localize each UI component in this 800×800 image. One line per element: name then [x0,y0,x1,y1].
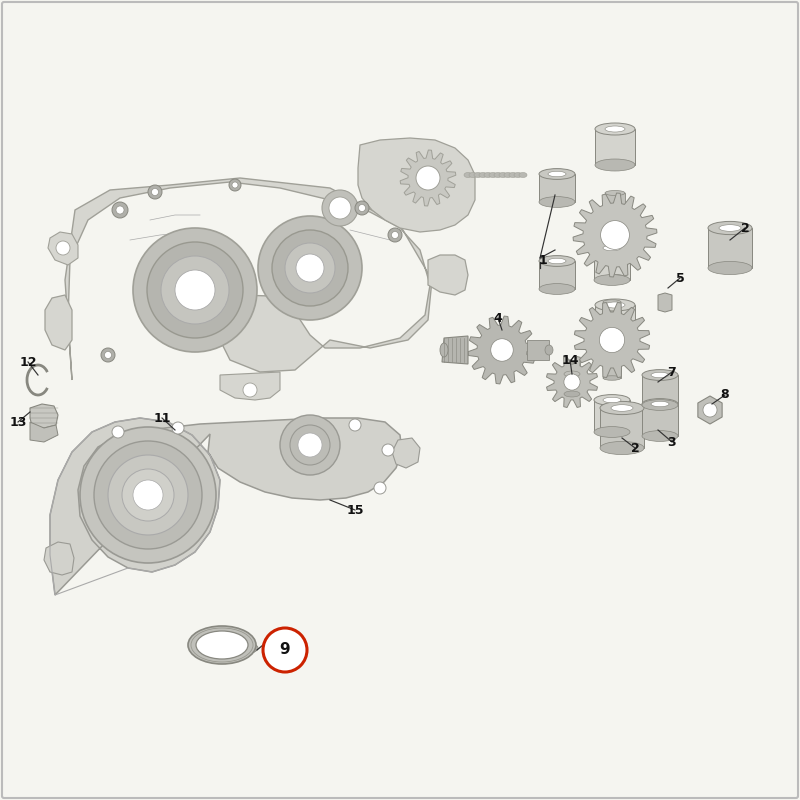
Ellipse shape [708,262,752,274]
Circle shape [599,327,625,353]
Text: 13: 13 [10,415,26,429]
Ellipse shape [196,631,248,659]
FancyBboxPatch shape [605,193,625,221]
Polygon shape [546,357,598,407]
Ellipse shape [595,299,635,311]
Ellipse shape [605,274,625,279]
Polygon shape [392,438,420,468]
Ellipse shape [603,246,621,250]
Ellipse shape [440,343,448,357]
Text: 14: 14 [562,354,578,366]
Ellipse shape [651,372,669,378]
Polygon shape [658,293,672,312]
Ellipse shape [605,302,625,308]
Text: 3: 3 [668,435,676,449]
Polygon shape [45,295,72,350]
Ellipse shape [642,400,678,410]
Ellipse shape [642,430,678,442]
Ellipse shape [595,335,635,347]
Text: 8: 8 [721,389,730,402]
Circle shape [298,433,322,457]
Circle shape [601,221,630,250]
Ellipse shape [603,376,621,380]
Circle shape [703,403,717,417]
Ellipse shape [708,222,752,234]
Circle shape [290,425,330,465]
FancyBboxPatch shape [527,340,549,360]
Polygon shape [400,150,456,206]
Circle shape [258,216,362,320]
Ellipse shape [539,197,575,207]
FancyBboxPatch shape [539,174,575,202]
Circle shape [280,415,340,475]
Ellipse shape [474,173,482,178]
Circle shape [329,197,351,219]
Ellipse shape [545,345,553,355]
Polygon shape [50,418,402,595]
Text: 5: 5 [676,271,684,285]
FancyBboxPatch shape [595,129,635,165]
Circle shape [322,190,358,226]
Ellipse shape [519,173,527,178]
Polygon shape [358,138,475,232]
Ellipse shape [489,173,497,178]
Circle shape [263,628,307,672]
Polygon shape [428,255,468,295]
Circle shape [416,166,440,190]
Polygon shape [442,336,468,364]
Circle shape [355,201,369,215]
Polygon shape [30,422,58,442]
Circle shape [285,243,335,293]
Ellipse shape [651,402,669,406]
FancyBboxPatch shape [600,408,644,448]
Ellipse shape [595,159,635,171]
Ellipse shape [642,370,678,381]
Circle shape [80,427,216,563]
Polygon shape [574,302,650,378]
Circle shape [148,185,162,199]
Circle shape [391,231,398,238]
FancyBboxPatch shape [594,248,630,280]
Circle shape [112,426,124,438]
Ellipse shape [499,173,507,178]
Ellipse shape [539,169,575,179]
Ellipse shape [600,442,644,454]
Circle shape [232,182,238,188]
Text: 4: 4 [494,311,502,325]
Polygon shape [65,178,432,380]
Circle shape [122,469,174,521]
Polygon shape [698,396,722,424]
Circle shape [56,241,70,255]
Ellipse shape [594,274,630,286]
Circle shape [243,383,257,397]
Circle shape [105,351,111,358]
Ellipse shape [514,173,522,178]
Circle shape [94,441,202,549]
Circle shape [112,202,128,218]
Polygon shape [30,404,58,428]
FancyBboxPatch shape [642,404,678,436]
Ellipse shape [469,173,477,178]
FancyBboxPatch shape [603,302,621,324]
Circle shape [490,338,514,362]
Ellipse shape [605,126,625,132]
FancyBboxPatch shape [564,362,580,390]
Ellipse shape [719,225,741,231]
Text: 7: 7 [668,366,676,378]
Polygon shape [44,542,74,575]
Ellipse shape [642,398,678,410]
Ellipse shape [595,123,635,135]
Ellipse shape [611,405,633,411]
FancyBboxPatch shape [595,305,635,341]
Ellipse shape [509,173,517,178]
Circle shape [147,242,243,338]
Circle shape [374,482,386,494]
Polygon shape [220,372,280,400]
Ellipse shape [603,398,621,402]
Ellipse shape [539,284,575,294]
Circle shape [116,206,124,214]
Circle shape [161,256,229,324]
Ellipse shape [190,639,258,657]
Ellipse shape [564,371,580,377]
